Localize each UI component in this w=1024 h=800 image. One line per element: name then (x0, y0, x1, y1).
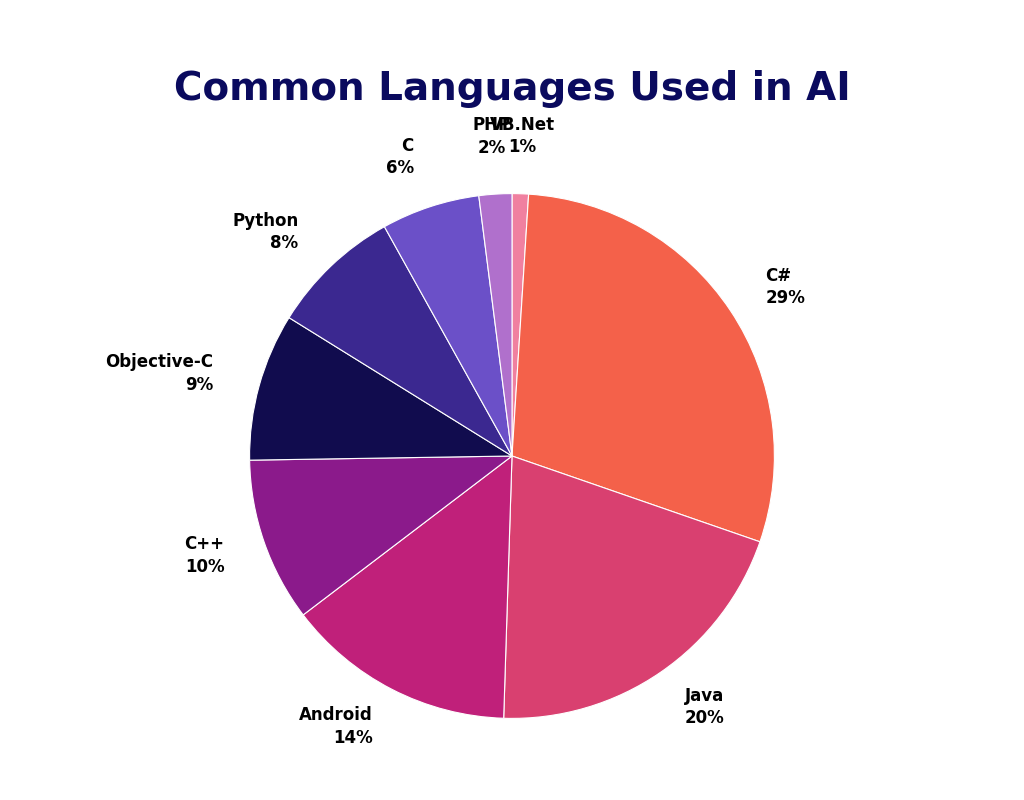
Wedge shape (512, 194, 774, 542)
Wedge shape (303, 456, 512, 718)
Wedge shape (250, 456, 512, 615)
Wedge shape (504, 456, 760, 718)
Text: C
6%: C 6% (386, 137, 414, 177)
Wedge shape (250, 318, 512, 460)
Wedge shape (512, 194, 528, 456)
Text: C#
29%: C# 29% (765, 267, 805, 307)
Text: Python
8%: Python 8% (232, 212, 298, 252)
Text: C++
10%: C++ 10% (184, 535, 224, 576)
Wedge shape (384, 196, 512, 456)
Title: Common Languages Used in AI: Common Languages Used in AI (174, 70, 850, 108)
Text: PHP
2%: PHP 2% (473, 117, 511, 157)
Wedge shape (289, 226, 512, 456)
Text: VB.Net
1%: VB.Net 1% (489, 116, 555, 156)
Text: Objective-C
9%: Objective-C 9% (105, 354, 214, 394)
Text: Android
14%: Android 14% (299, 706, 373, 746)
Wedge shape (479, 194, 512, 456)
Text: Java
20%: Java 20% (685, 686, 724, 727)
